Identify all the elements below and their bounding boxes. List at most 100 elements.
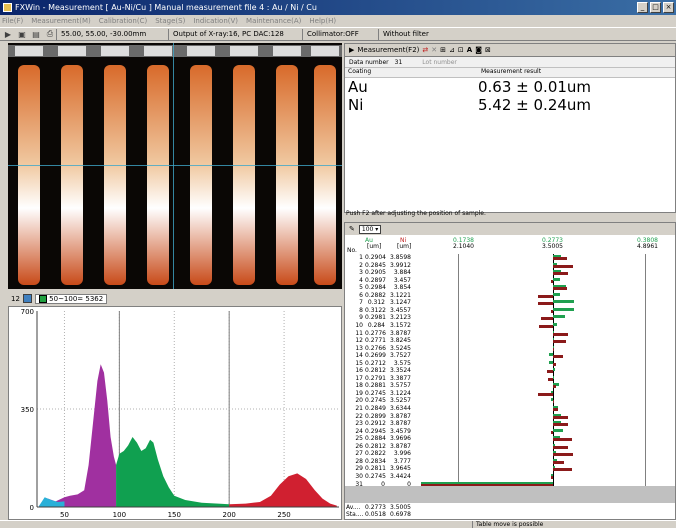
au-bar: [553, 315, 566, 319]
cell-au: 0.3122: [365, 306, 386, 314]
ni-bar: [553, 257, 568, 260]
cell-ni: 3.8598: [390, 254, 411, 261]
scale-select[interactable]: 100 ▾: [358, 224, 382, 234]
list-item[interactable]: 19 0.2745 3.1224: [345, 390, 675, 397]
image-icon[interactable]: [22, 294, 32, 303]
list-item[interactable]: 14 0.2699 3.7527: [345, 352, 675, 360]
refresh-icon[interactable]: ⇄: [422, 46, 429, 54]
minimize-button[interactable]: _: [637, 2, 648, 13]
std-label: Sta....: [346, 511, 364, 518]
ni-bar: [553, 445, 569, 449]
list-item[interactable]: 20 0.2745 3.5257: [345, 397, 675, 405]
list-item[interactable]: 17 0.2791 3.3877: [345, 374, 675, 382]
cell-ni: 3.7527: [390, 352, 411, 360]
maximize-button[interactable]: □: [650, 2, 661, 13]
table-icon[interactable]: ⊡: [457, 46, 464, 54]
play-icon[interactable]: ▶: [4, 29, 12, 39]
std-ni: 0.6978: [390, 511, 411, 518]
list-item[interactable]: 9 0.2981 3.2123: [345, 314, 675, 321]
list-item[interactable]: 7 0.312 3.1247: [345, 299, 675, 307]
menu-item-1[interactable]: Measurement(M): [31, 17, 91, 25]
list-item[interactable]: 31 0 0: [345, 481, 675, 488]
cell-ni: 3.3877: [390, 374, 411, 382]
list-item[interactable]: 2 0.2845 3.9912: [345, 262, 675, 269]
au-bar: [553, 292, 560, 296]
export-icon[interactable]: ⊞: [440, 46, 447, 54]
list-item[interactable]: 3 0.2905 3.884: [345, 269, 675, 277]
menu-item-0[interactable]: File(F): [2, 17, 24, 25]
menu-item-5[interactable]: Maintenance(A): [246, 17, 302, 25]
cell-au: 0.2699: [365, 352, 386, 360]
list-item[interactable]: 1 0.2904 3.8598: [345, 254, 675, 261]
list-item[interactable]: 27 0.2822 3.996: [345, 450, 675, 457]
list-item[interactable]: 26 0.2812 3.8787: [345, 442, 675, 450]
list-item[interactable]: 29 0.2811 3.9645: [345, 465, 675, 473]
measurement-list-panel: ✎ 100 ▾ Au Ni No. [um] [um] 0.1738 0.277…: [344, 222, 676, 520]
list-item[interactable]: 6 0.2882 3.1221: [345, 292, 675, 299]
list-item[interactable]: 12 0.2771 3.8245: [345, 337, 675, 345]
list-item[interactable]: 22 0.2899 3.8787: [345, 413, 675, 420]
excel-icon[interactable]: ⊠: [484, 46, 491, 54]
run-icon[interactable]: ▶: [349, 46, 355, 54]
print-icon[interactable]: ⎙: [46, 29, 54, 38]
list-item[interactable]: 4 0.2897 3.457: [345, 276, 675, 284]
cell-ni: 3.777: [393, 457, 411, 465]
cell-au: 0.2984: [365, 284, 386, 292]
list-item[interactable]: 23 0.2912 3.8787: [345, 420, 675, 428]
list-item[interactable]: 21 0.2849 3.6344: [345, 405, 675, 412]
cell-no: 7: [359, 299, 363, 307]
ni-bar: [553, 264, 573, 268]
chart-icon[interactable]: ▤: [32, 29, 40, 39]
au-bar: [549, 360, 553, 364]
cell-no: 28: [355, 457, 363, 465]
menu-item-3[interactable]: Stage(S): [155, 17, 186, 25]
menu-item-6[interactable]: Help(H): [309, 17, 337, 25]
font-icon[interactable]: A: [466, 46, 473, 54]
list-item[interactable]: 25 0.2884 3.9696: [345, 435, 675, 442]
cell-ni: 3.3524: [390, 367, 411, 375]
save-icon[interactable]: ▣: [18, 29, 26, 39]
close-button[interactable]: ×: [663, 2, 674, 13]
list-item[interactable]: 13 0.2766 3.5245: [345, 345, 675, 352]
list-item[interactable]: 16 0.2812 3.3524: [345, 367, 675, 375]
ni-bar: [547, 370, 553, 374]
menu-item-2[interactable]: Calibration(C): [98, 17, 148, 25]
cell-no: 3: [359, 269, 363, 277]
cell-no: 26: [355, 442, 363, 450]
spectrum-histogram[interactable]: 700 350 0 50 100 150 200 250: [8, 306, 342, 520]
list-item[interactable]: 8 0.3122 3.4557: [345, 306, 675, 314]
list-item[interactable]: 5 0.2984 3.854: [345, 284, 675, 292]
x-tick-label: 150: [168, 511, 181, 519]
au-bar: [553, 270, 561, 274]
result-title: Measurement(F2): [357, 46, 420, 54]
cell-no: 23: [355, 420, 363, 428]
list-item[interactable]: 28 0.2834 3.777: [345, 457, 675, 465]
x-tick-label: 250: [277, 511, 290, 519]
camera-icon[interactable]: ◙: [475, 46, 482, 54]
camera-view[interactable]: [8, 43, 342, 289]
list-scroll-area[interactable]: [345, 486, 675, 503]
list-item[interactable]: 15 0.2712 3.575: [345, 359, 675, 367]
au-bar: [553, 458, 557, 462]
list-item[interactable]: 11 0.2776 3.8787: [345, 330, 675, 337]
cell-no: 12: [355, 337, 363, 345]
pen-icon[interactable]: ✎: [349, 225, 355, 233]
graph-icon[interactable]: ⊿: [449, 46, 455, 54]
cell-ni: 3.9645: [390, 465, 411, 473]
cell-no: 4: [359, 276, 363, 284]
cell-ni: 3.575: [393, 359, 411, 367]
cell-ni: 3.1247: [390, 299, 411, 307]
menu-item-4[interactable]: Indication(V): [193, 17, 239, 25]
data-number-value: 31: [394, 58, 403, 66]
list-item[interactable]: 10 0.284 3.1572: [345, 321, 675, 329]
cell-no: 17: [355, 374, 363, 382]
cell-ni: 3.4579: [390, 427, 411, 435]
delete-icon[interactable]: ✕: [431, 46, 438, 54]
data-number-row: Data number 31 Lot number: [345, 57, 675, 68]
cell-no: 10: [355, 321, 363, 329]
pin-top-6: [273, 46, 301, 56]
list-item[interactable]: 30 0.2745 3.4424: [345, 473, 675, 480]
list-item[interactable]: 18 0.2881 3.5757: [345, 382, 675, 389]
cell-no: 20: [355, 397, 363, 405]
list-item[interactable]: 24 0.2945 3.4579: [345, 427, 675, 435]
